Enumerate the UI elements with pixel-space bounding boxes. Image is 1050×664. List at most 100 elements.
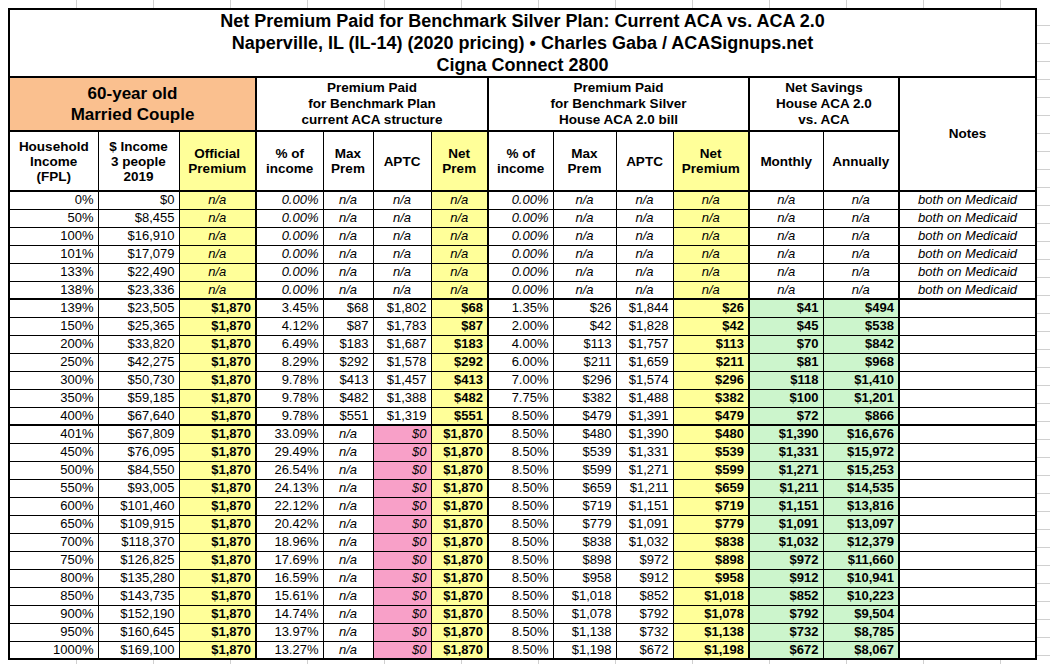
table-row: 700%$118,370$1,87018.96%n/a$0$1,8708.50%… <box>9 533 1036 551</box>
savings-monthly-cell: n/a <box>749 281 823 299</box>
aca-aptc-cell: n/a <box>373 245 431 263</box>
table-row: 500%$84,550$1,87026.54%n/a$0$1,8708.50%$… <box>9 461 1036 479</box>
aca2-pct-of-income-cell: 1.35% <box>488 299 553 317</box>
income-cell: $33,820 <box>98 335 179 353</box>
aca2-aptc-cell: $1,390 <box>616 425 673 443</box>
notes-cell <box>899 389 1036 407</box>
aca-net-prem-cell: $1,870 <box>431 515 488 533</box>
savings-monthly-cell: $100 <box>749 389 823 407</box>
aca2-net-premium-cell: $1,198 <box>673 641 749 659</box>
notes-cell <box>899 317 1036 335</box>
aca2-net-premium-cell: $113 <box>673 335 749 353</box>
aca-aptc-cell: n/a <box>373 281 431 299</box>
savings-monthly-cell: $1,390 <box>749 425 823 443</box>
aca2-aptc-cell: n/a <box>616 191 673 209</box>
aca-max-prem-cell: n/a <box>323 209 373 227</box>
aca-aptc-cell: $0 <box>373 641 431 659</box>
savings-monthly-cell: $41 <box>749 299 823 317</box>
table-row: 139%$23,505$1,8703.45%$68$1,802$681.35%$… <box>9 299 1036 317</box>
fpl-cell: 138% <box>9 281 98 299</box>
aca2-aptc-cell: $1,488 <box>616 389 673 407</box>
aca2-net-premium-cell: n/a <box>673 281 749 299</box>
aca-max-prem-cell: n/a <box>323 227 373 245</box>
aca2-pct-of-income-cell: 0.00% <box>488 227 553 245</box>
aca2-aptc-cell: $1,757 <box>616 335 673 353</box>
aca2-aptc-cell: $672 <box>616 641 673 659</box>
savings-monthly-cell: $45 <box>749 317 823 335</box>
income-cell: $23,505 <box>98 299 179 317</box>
fpl-cell: 500% <box>9 461 98 479</box>
table-row: 800%$135,280$1,87016.59%n/a$0$1,8708.50%… <box>9 569 1036 587</box>
savings-annually-cell: n/a <box>823 209 899 227</box>
aca-aptc-cell: $0 <box>373 587 431 605</box>
aca-pct-of-income-cell: 24.13% <box>256 479 323 497</box>
aca-max-prem-cell: n/a <box>323 533 373 551</box>
aca2-net-premium-cell: $211 <box>673 353 749 371</box>
aca2-pct-of-income-cell: 0.00% <box>488 245 553 263</box>
aca2-max-prem-cell: $382 <box>553 389 616 407</box>
savings-monthly-cell: $72 <box>749 407 823 425</box>
official-premium-cell: $1,870 <box>179 533 256 551</box>
aca-max-prem-cell: $292 <box>323 353 373 371</box>
table-row: 50%$8,455n/a0.00%n/an/an/a0.00%n/an/an/a… <box>9 209 1036 227</box>
notes-cell <box>899 407 1036 425</box>
col-fpl-header: Household Income (FPL) <box>9 131 98 191</box>
aca2-pct-of-income-cell: 8.50% <box>488 497 553 515</box>
table-row: 401%$67,809$1,87033.09%n/a$0$1,8708.50%$… <box>9 425 1036 443</box>
aca2-pct-of-income-cell: 0.00% <box>488 209 553 227</box>
official-premium-cell: n/a <box>179 191 256 209</box>
fpl-cell: 139% <box>9 299 98 317</box>
fpl-cell: 450% <box>9 443 98 461</box>
aca-net-prem-cell: $1,870 <box>431 587 488 605</box>
savings-annually-cell: $1,410 <box>823 371 899 389</box>
savings-annually-cell: n/a <box>823 263 899 281</box>
title-line-2: Naperville, IL (IL-14) (2020 pricing) • … <box>10 32 1035 54</box>
aca2-net-premium-cell: $599 <box>673 461 749 479</box>
savings-annually-cell: $12,379 <box>823 533 899 551</box>
income-cell: $93,005 <box>98 479 179 497</box>
aca-aptc-cell: $1,802 <box>373 299 431 317</box>
aca-max-prem-cell: n/a <box>323 623 373 641</box>
savings-monthly-cell: n/a <box>749 191 823 209</box>
aca2-net-premium-cell: $1,078 <box>673 605 749 623</box>
savings-monthly-cell: $70 <box>749 335 823 353</box>
fpl-cell: 250% <box>9 353 98 371</box>
aca2-net-premium-cell: n/a <box>673 209 749 227</box>
aca-pct-of-income-cell: 8.29% <box>256 353 323 371</box>
aca-max-prem-cell: $482 <box>323 389 373 407</box>
income-cell: $16,910 <box>98 227 179 245</box>
aca-pct-of-income-cell: 4.12% <box>256 317 323 335</box>
fpl-cell: 400% <box>9 407 98 425</box>
table-row: 133%$22,490n/a0.00%n/an/an/a0.00%n/an/an… <box>9 263 1036 281</box>
fpl-cell: 800% <box>9 569 98 587</box>
notes-cell <box>899 515 1036 533</box>
aca2-aptc-cell: $1,331 <box>616 443 673 461</box>
savings-annually-cell: $9,504 <box>823 605 899 623</box>
aca2-max-prem-cell: n/a <box>553 191 616 209</box>
official-premium-cell: n/a <box>179 263 256 281</box>
aca-aptc-cell: n/a <box>373 191 431 209</box>
fpl-cell: 150% <box>9 317 98 335</box>
aca-pct-of-income-cell: 9.78% <box>256 371 323 389</box>
aca2-aptc-cell: $1,659 <box>616 353 673 371</box>
aca-max-prem-cell: n/a <box>323 479 373 497</box>
col-monthly-header: Monthly <box>749 131 823 191</box>
aca2-max-prem-cell: n/a <box>553 227 616 245</box>
title-line-1: Net Premium Paid for Benchmark Silver Pl… <box>10 10 1035 32</box>
aca2-pct-of-income-cell: 8.50% <box>488 515 553 533</box>
spreadsheet-gridlines-right <box>1037 8 1050 659</box>
aca2-aptc-cell: $1,032 <box>616 533 673 551</box>
aca2-net-premium-cell: n/a <box>673 191 749 209</box>
aca-aptc-cell: $0 <box>373 533 431 551</box>
aca2-aptc-cell: $912 <box>616 569 673 587</box>
notes-cell <box>899 605 1036 623</box>
aca2-net-premium-cell: $480 <box>673 425 749 443</box>
official-premium-cell: n/a <box>179 209 256 227</box>
aca2-max-prem-cell: $1,198 <box>553 641 616 659</box>
fpl-cell: 300% <box>9 371 98 389</box>
table-row: 0%$0n/a0.00%n/an/an/a0.00%n/an/an/an/an/… <box>9 191 1036 209</box>
aca-pct-of-income-cell: 14.74% <box>256 605 323 623</box>
notes-cell <box>899 587 1036 605</box>
aca2-net-premium-cell: $719 <box>673 497 749 515</box>
table-row: 750%$126,825$1,87017.69%n/a$0$1,8708.50%… <box>9 551 1036 569</box>
